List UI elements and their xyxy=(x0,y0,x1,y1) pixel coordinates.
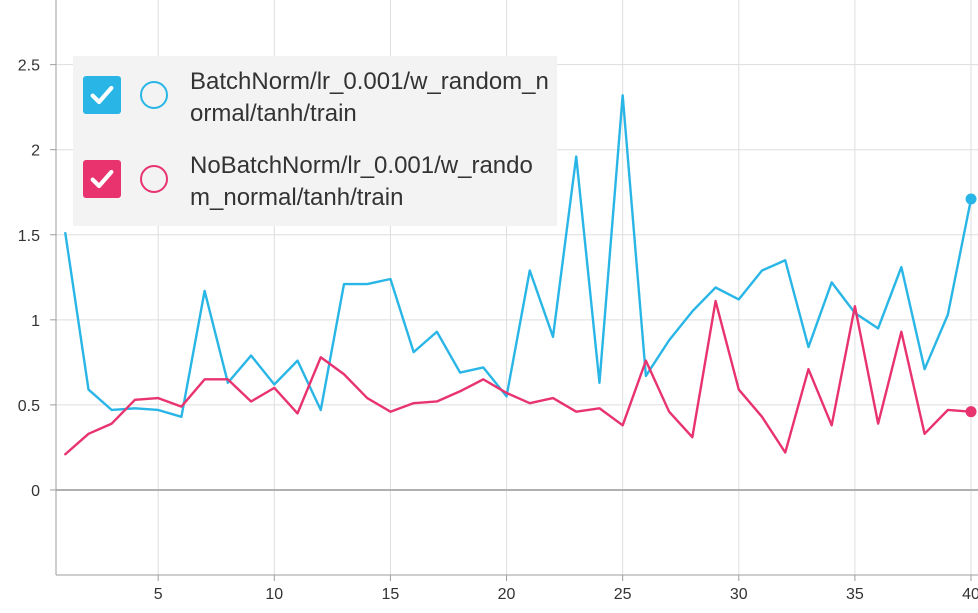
legend-label: NoBatchNorm/lr_0.001/w_random_normal/tan… xyxy=(190,152,533,211)
legend-item-nobatchnorm[interactable]: NoBatchNorm/lr_0.001/w_random_normal/tan… xyxy=(83,146,551,222)
x-tick-label: 5 xyxy=(154,586,163,603)
y-tick-label: 2 xyxy=(31,143,40,160)
y-tick-label: 1 xyxy=(31,313,40,330)
checkbox-checked-icon[interactable] xyxy=(83,160,121,198)
x-tick-label: 10 xyxy=(265,586,283,603)
series-lines xyxy=(64,94,973,456)
series-line-1 xyxy=(64,299,973,456)
legend-label: BatchNorm/lr_0.001/w_random_normal/tanh/… xyxy=(190,68,549,127)
y-tick-label: 1.5 xyxy=(18,228,40,245)
x-tick-label: 40 xyxy=(962,586,978,603)
x-tick-label: 30 xyxy=(730,586,748,603)
legend-item-batchnorm[interactable]: BatchNorm/lr_0.001/w_random_normal/tanh/… xyxy=(83,62,551,138)
legend: BatchNorm/lr_0.001/w_random_normal/tanh/… xyxy=(73,56,557,226)
series-line-0 xyxy=(64,94,973,418)
x-tick-label: 20 xyxy=(498,586,516,603)
checkbox-checked-icon[interactable] xyxy=(83,76,121,114)
y-tick-label: 0.5 xyxy=(18,398,40,415)
series-end-point-1 xyxy=(965,406,977,418)
x-tick-label: 25 xyxy=(614,586,632,603)
series-circle-icon[interactable] xyxy=(140,165,168,193)
axes xyxy=(50,0,978,581)
x-tick-label: 15 xyxy=(382,586,400,603)
series-circle-icon[interactable] xyxy=(140,81,168,109)
tick-labels: 5 10 15 20 25 30 35 40 0 0.5 1 1.5 2 2.5 xyxy=(18,58,978,603)
y-tick-label: 0 xyxy=(31,483,40,500)
y-tick-label: 2.5 xyxy=(18,58,40,75)
series-end-point-0 xyxy=(965,193,977,205)
x-tick-label: 35 xyxy=(846,586,864,603)
end-markers xyxy=(965,193,977,418)
